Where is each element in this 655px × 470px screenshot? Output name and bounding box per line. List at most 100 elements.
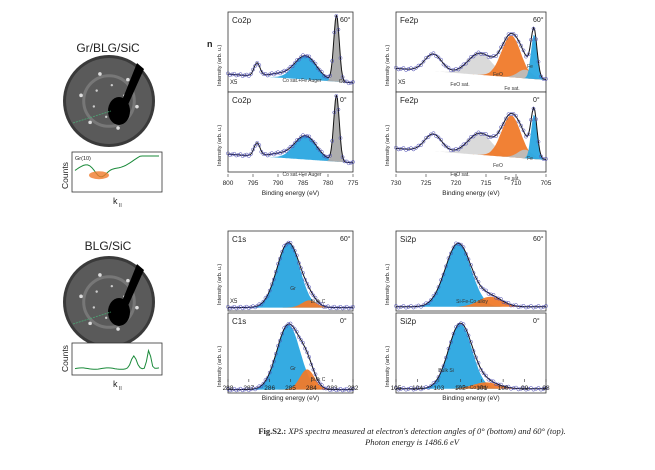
subplot-bottom: C1s 0° Intensity (arb. u.)	[217, 312, 355, 394]
counts-curve	[74, 348, 160, 370]
data-point	[351, 386, 355, 391]
data-point	[409, 386, 413, 390]
fit-envelope	[228, 242, 353, 309]
xps-panel-si2p: Si2p 60° Intensity (arb. u.) Si2p 0° Intensit…	[385, 230, 550, 402]
x-tick-label: 100	[498, 385, 509, 392]
data-point	[514, 33, 518, 38]
data-point	[274, 269, 278, 274]
subplot-bottom: Si2p 0° Intensity (arb. u.)	[385, 312, 548, 394]
x-tick-label: 98	[542, 385, 550, 392]
data-point	[328, 73, 332, 78]
data-point	[263, 378, 268, 382]
data-point	[454, 147, 458, 151]
data-point	[469, 263, 473, 267]
diffraction-spot	[104, 316, 108, 320]
data-point	[230, 72, 235, 77]
x-axis-label: Binding energy (eV)	[442, 190, 499, 197]
data-point	[441, 364, 446, 368]
data-point	[244, 304, 249, 309]
data-point	[242, 73, 247, 78]
data-point	[459, 321, 463, 326]
data-point	[544, 77, 548, 81]
data-point	[416, 143, 421, 148]
data-point	[286, 240, 291, 245]
data-point	[301, 271, 305, 275]
data-point	[255, 140, 260, 145]
data-point	[242, 305, 247, 310]
data-point	[259, 149, 264, 154]
data-point	[288, 144, 293, 149]
data-point	[267, 72, 272, 77]
panel-title: Co2p	[232, 96, 252, 105]
data-point	[504, 36, 508, 41]
data-point	[344, 159, 349, 164]
data-point	[226, 386, 230, 391]
data-point	[230, 152, 235, 157]
data-point	[454, 325, 458, 329]
data-point	[451, 68, 456, 72]
data-point	[409, 66, 413, 71]
data-point	[446, 346, 451, 351]
data-point	[338, 386, 343, 391]
data-point	[486, 377, 491, 382]
diffraction-spot	[95, 89, 98, 92]
data-point	[421, 59, 426, 64]
data-point	[486, 291, 491, 296]
data-point	[328, 306, 332, 311]
component-label: Bulk Si	[438, 368, 454, 374]
data-point	[429, 52, 433, 57]
data-point	[476, 279, 481, 284]
data-point	[484, 52, 488, 56]
data-point	[317, 68, 322, 72]
data-point	[416, 303, 421, 308]
data-point	[230, 387, 235, 392]
data-point	[506, 384, 511, 389]
data-point	[496, 382, 501, 387]
component-label: Fe	[527, 156, 533, 162]
data-point	[267, 370, 272, 375]
x-axis-label: Binding energy (eV)	[442, 395, 499, 402]
data-point	[536, 386, 541, 390]
data-point	[257, 384, 262, 389]
data-point	[491, 134, 496, 138]
data-point	[474, 276, 478, 280]
data-point	[446, 256, 451, 261]
data-point	[456, 323, 461, 327]
counts-inset-2: Counts k II	[60, 342, 163, 392]
component-label: Gr	[290, 286, 296, 292]
data-point	[232, 386, 237, 391]
leed-ring	[82, 74, 136, 128]
data-point	[489, 292, 493, 297]
data-point	[519, 43, 523, 48]
panel-title: C1s	[232, 235, 246, 244]
subplot-top: Co2p 60° X5 Intensity (arb. u.)	[217, 11, 355, 93]
data-point	[536, 139, 541, 144]
x-tick-label: 105	[391, 385, 402, 392]
data-point	[519, 123, 523, 128]
stray-mark: n	[207, 39, 213, 49]
x-tick-label: 104	[412, 385, 423, 392]
caption-label: Fig.S2.:	[258, 426, 287, 436]
data-point	[232, 304, 237, 309]
data-point	[451, 245, 456, 250]
component-gr	[228, 242, 353, 308]
data-point	[249, 305, 253, 310]
data-point	[511, 112, 516, 116]
x-tick-label: 285	[285, 385, 296, 392]
data-point	[330, 139, 335, 143]
plot-frame	[395, 11, 547, 93]
data-point	[511, 32, 516, 36]
data-point	[434, 54, 438, 58]
profile-line	[72, 110, 112, 124]
diffraction-spot	[116, 126, 120, 130]
data-point	[501, 122, 506, 126]
data-point	[486, 55, 491, 59]
data-point	[271, 359, 276, 364]
data-point	[338, 56, 343, 60]
y-axis-label: Intensity (arb. u.)	[217, 264, 223, 305]
data-point	[290, 144, 295, 149]
component-label: Gr	[290, 366, 296, 372]
data-point	[334, 14, 339, 18]
data-point	[253, 144, 257, 148]
data-point	[311, 367, 316, 372]
